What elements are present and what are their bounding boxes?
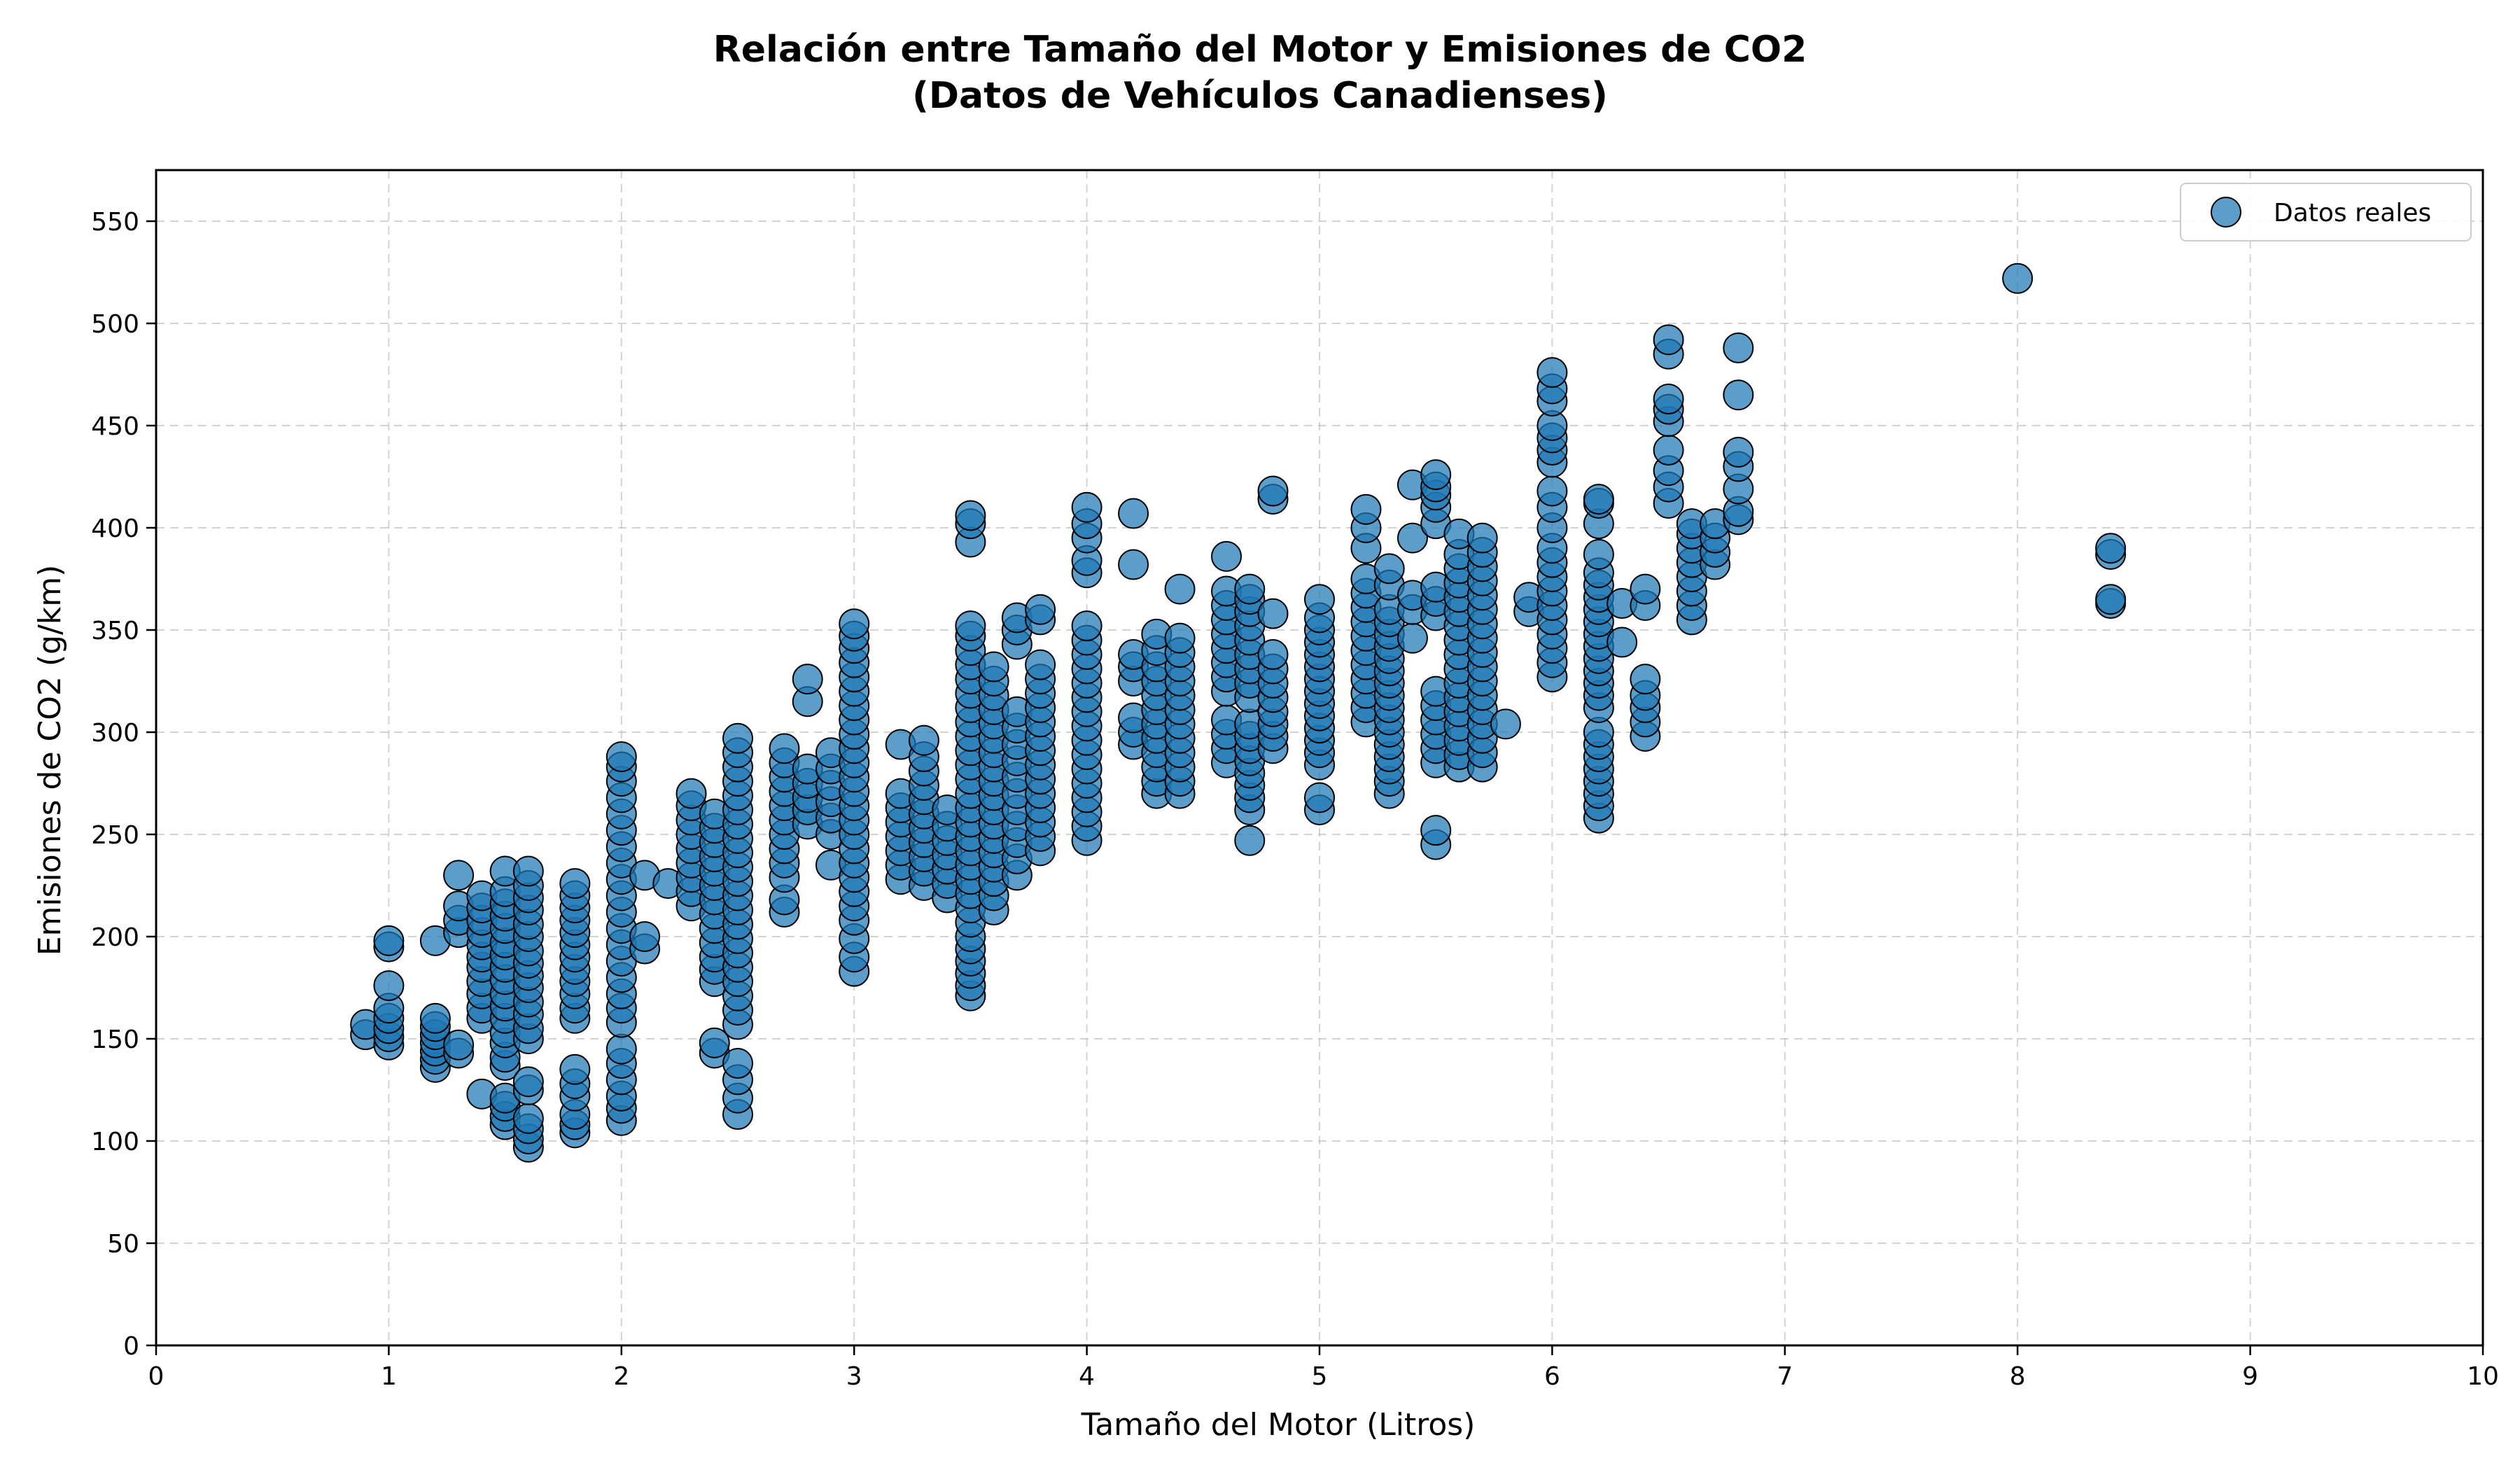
data-point (1583, 538, 1614, 570)
x-tick-label-2: 2 (613, 1362, 629, 1391)
chart-title-line-2: (Datos de Vehículos Canadienses) (912, 75, 1608, 117)
data-point (1373, 553, 1405, 584)
x-tick-label-3: 3 (846, 1362, 862, 1391)
legend-label: Datos reales (2274, 199, 2431, 227)
data-point (769, 733, 800, 764)
y-tick-label-0: 0 (123, 1332, 139, 1361)
data-point (1304, 584, 1335, 615)
chart-title-line-1: Relación entre Tamaño del Motor y Emisio… (713, 29, 1807, 71)
data-point (1025, 594, 1056, 625)
data-point (443, 1029, 475, 1060)
data-point (1350, 493, 1382, 525)
data-point (1420, 815, 1452, 846)
y-tick-label-5: 250 (91, 821, 139, 850)
y-tick-label-2: 100 (91, 1128, 139, 1156)
data-point (1396, 622, 1428, 654)
x-axis-label: Tamaño del Motor (Litros) (1081, 1407, 1476, 1443)
data-point (1257, 475, 1289, 507)
data-point (699, 1027, 730, 1058)
data-point (373, 925, 405, 956)
data-point (792, 664, 823, 695)
data-point (839, 608, 870, 640)
x-tick-label-7: 7 (1777, 1362, 1793, 1391)
y-axis-ticks: 0 50 100 150 200 250 300 350 400 450 500 550 (91, 208, 156, 1361)
data-point (2095, 584, 2127, 615)
legend: Datos reales (2180, 183, 2472, 241)
y-tick-label-7: 350 (91, 617, 139, 645)
x-tick-label-6: 6 (1544, 1362, 1560, 1391)
x-tick-label-1: 1 (381, 1362, 397, 1391)
y-tick-label-9: 450 (91, 412, 139, 441)
data-point (1536, 357, 1568, 388)
data-point (1025, 649, 1056, 680)
data-point (1606, 626, 1638, 658)
data-point (1536, 475, 1568, 507)
data-point (955, 610, 986, 642)
x-axis-ticks: 0 1 2 3 4 5 6 7 8 9 10 (148, 1345, 2499, 1391)
y-axis-label: Emisiones de CO2 (g/km) (32, 565, 68, 956)
data-point (2095, 533, 2127, 564)
data-point (1723, 379, 1754, 411)
data-point (443, 860, 475, 891)
data-point (1164, 573, 1196, 605)
data-point (676, 778, 707, 809)
data-point (1234, 573, 1266, 605)
x-tick-label-10: 10 (2467, 1362, 2499, 1391)
y-tick-label-6: 300 (91, 719, 139, 748)
y-tick-label-11: 550 (91, 208, 139, 237)
data-point (1164, 622, 1196, 654)
x-tick-label-0: 0 (148, 1362, 164, 1391)
data-point (1653, 324, 1684, 356)
x-tick-label-8: 8 (2010, 1362, 2026, 1391)
data-point (1420, 459, 1452, 491)
data-point (1653, 435, 1684, 466)
data-point (606, 741, 637, 773)
data-point (1583, 484, 1614, 515)
data-point (978, 651, 1009, 682)
data-point (559, 1054, 591, 1085)
y-tick-label-4: 200 (91, 923, 139, 952)
data-point (1118, 498, 1149, 529)
data-point (2002, 262, 2033, 294)
data-point (1630, 573, 1661, 605)
data-point (1396, 522, 1428, 554)
y-tick-label-10: 500 (91, 310, 139, 339)
data-point (722, 1048, 753, 1079)
data-point (955, 500, 986, 531)
data-point (559, 868, 591, 899)
data-point (512, 855, 544, 887)
data-point (606, 1033, 637, 1065)
data-point (1234, 825, 1266, 856)
y-tick-label-3: 150 (91, 1026, 139, 1054)
data-point (1257, 598, 1289, 629)
data-point (373, 970, 405, 1002)
data-point (1653, 384, 1684, 415)
x-tick-label-5: 5 (1312, 1362, 1328, 1391)
y-tick-label-1: 50 (107, 1230, 139, 1259)
data-point (722, 722, 753, 754)
data-point (512, 1066, 544, 1098)
data-point (1071, 491, 1102, 523)
data-point (629, 921, 661, 952)
data-point (419, 1002, 451, 1034)
legend-marker (2211, 197, 2241, 227)
legend-box (2180, 183, 2472, 241)
data-point (1257, 639, 1289, 671)
data-point (1118, 549, 1149, 580)
data-point (1630, 664, 1661, 695)
data-point (1723, 332, 1754, 364)
data-point (1723, 436, 1754, 468)
data-point (1466, 522, 1498, 554)
y-tick-label-8: 400 (91, 514, 139, 543)
data-point (1211, 540, 1242, 572)
data-point (1490, 708, 1521, 740)
data-points (350, 262, 2127, 1163)
x-tick-label-4: 4 (1079, 1362, 1095, 1391)
data-point (512, 1102, 544, 1134)
data-point (908, 724, 939, 756)
x-tick-label-9: 9 (2242, 1362, 2258, 1391)
data-point (1071, 610, 1102, 642)
data-point (1304, 782, 1335, 813)
